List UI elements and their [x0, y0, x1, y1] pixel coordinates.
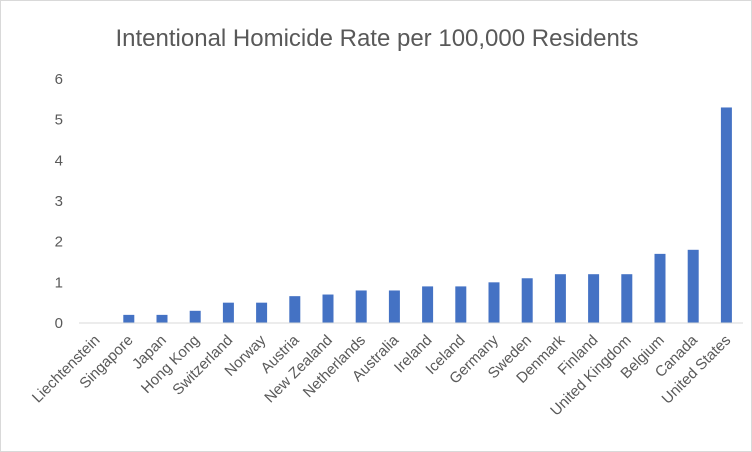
bar [687, 249, 699, 323]
bar [654, 253, 666, 323]
bar [554, 274, 566, 323]
bar [189, 310, 201, 323]
bar [156, 314, 168, 323]
bar-series [123, 107, 732, 323]
y-tick-label: 6 [55, 71, 63, 88]
y-tick-label: 2 [55, 234, 63, 251]
bar [488, 282, 500, 323]
bar [123, 314, 135, 323]
y-tick-label: 5 [55, 112, 63, 129]
bar [588, 274, 600, 323]
bar [521, 278, 533, 323]
bar [322, 294, 334, 323]
chart-title: Intentional Homicide Rate per 100,000 Re… [116, 25, 639, 52]
bar [621, 274, 633, 323]
y-tick-label: 3 [55, 193, 63, 210]
y-axis-tick-labels: 0 1 2 3 4 5 6 [55, 71, 63, 332]
y-tick-label: 1 [55, 274, 63, 291]
bar [388, 290, 400, 323]
bar [422, 286, 434, 323]
bar [256, 302, 268, 323]
y-tick-label: 4 [55, 152, 63, 169]
bar [455, 286, 467, 323]
y-tick-label: 0 [55, 315, 63, 332]
bar [222, 302, 234, 323]
bar [289, 296, 301, 323]
bar [720, 107, 732, 323]
bar [355, 290, 367, 323]
